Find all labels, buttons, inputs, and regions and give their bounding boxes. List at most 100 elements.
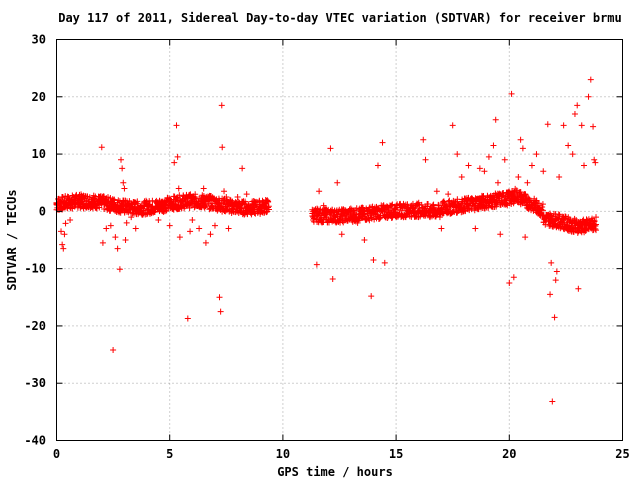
data-point — [132, 225, 139, 232]
data-point — [592, 159, 599, 166]
data-point — [99, 239, 106, 246]
data-point — [445, 191, 452, 198]
data-point — [544, 121, 551, 128]
band-point — [265, 198, 272, 205]
x-axis-label: GPS time / hours — [277, 465, 393, 479]
band-point — [555, 211, 562, 218]
data-point — [174, 153, 181, 160]
data-point — [257, 201, 264, 208]
data-point — [107, 222, 114, 229]
plot-frame — [56, 39, 623, 441]
data-point — [354, 219, 361, 226]
data-point — [427, 214, 434, 221]
data-point — [173, 122, 180, 129]
data-point — [422, 156, 429, 163]
data-point — [361, 237, 368, 243]
data-point — [374, 162, 381, 169]
data-point — [587, 76, 594, 83]
band-point — [192, 191, 199, 198]
band-point — [436, 214, 443, 221]
data-point — [71, 198, 78, 205]
x-tick-label: 20 — [502, 447, 516, 461]
baseline-band — [53, 185, 600, 236]
data-point — [485, 153, 492, 160]
data-point — [370, 257, 377, 264]
band-point — [493, 203, 500, 210]
data-point — [218, 102, 225, 109]
data-point — [221, 188, 228, 195]
data-point — [58, 228, 65, 235]
data-point — [506, 279, 513, 286]
band-point — [539, 204, 546, 211]
data-point — [575, 285, 582, 292]
data-point — [176, 234, 183, 241]
data-point — [524, 179, 531, 186]
band-point — [468, 206, 475, 213]
band-point — [425, 201, 432, 208]
data-point — [438, 225, 445, 232]
y-tick-label: -30 — [24, 376, 46, 390]
data-point — [327, 145, 334, 152]
data-point — [112, 234, 119, 241]
data-point — [517, 136, 524, 143]
data-point — [569, 151, 576, 158]
data-point — [61, 231, 68, 238]
data-point — [515, 173, 522, 180]
data-point — [180, 202, 187, 209]
data-point — [465, 162, 472, 169]
band-point — [264, 197, 271, 204]
data-point — [234, 194, 241, 201]
data-point — [223, 194, 230, 201]
band-point — [445, 198, 452, 205]
data-point — [585, 93, 592, 100]
y-axis-label: SDTVAR / TECUs — [5, 189, 19, 290]
data-point — [547, 291, 554, 298]
y-tick-label: 0 — [39, 204, 46, 218]
band-point — [556, 212, 563, 219]
data-point — [476, 165, 483, 172]
data-point — [225, 225, 232, 232]
data-point — [404, 205, 411, 212]
data-point — [120, 179, 127, 186]
grid-lines — [56, 39, 623, 441]
data-point — [552, 277, 559, 284]
data-point — [472, 225, 479, 232]
data-point — [103, 225, 110, 232]
data-point — [591, 156, 598, 163]
y-tick-label: 30 — [32, 33, 46, 47]
data-point — [501, 156, 508, 163]
data-point — [62, 220, 69, 227]
data-point — [200, 185, 207, 192]
data-point — [122, 237, 129, 243]
data-point — [571, 110, 578, 117]
band-point — [593, 227, 600, 234]
data-point — [548, 259, 555, 266]
data-point — [76, 201, 83, 208]
data-point — [316, 188, 323, 195]
data-point — [338, 231, 345, 238]
data-point — [522, 234, 529, 241]
band-point — [162, 208, 169, 215]
data-point — [497, 231, 504, 238]
data-point — [549, 398, 556, 405]
data-point — [320, 202, 327, 209]
data-point — [219, 144, 226, 151]
data-point — [381, 259, 388, 266]
data-point — [144, 202, 151, 209]
band-point — [593, 221, 600, 228]
data-point — [329, 275, 336, 282]
data-point — [207, 231, 214, 238]
band-point — [592, 222, 599, 229]
data-point — [574, 102, 581, 109]
x-tick-label: 25 — [615, 447, 629, 461]
data-point — [239, 165, 246, 172]
data-point — [510, 274, 517, 281]
data-point — [187, 228, 194, 235]
data-point — [211, 222, 218, 229]
data-point — [202, 239, 209, 246]
data-point — [551, 314, 558, 321]
x-tick-label: 10 — [276, 447, 290, 461]
data-point — [590, 123, 597, 130]
band-point — [314, 205, 321, 212]
